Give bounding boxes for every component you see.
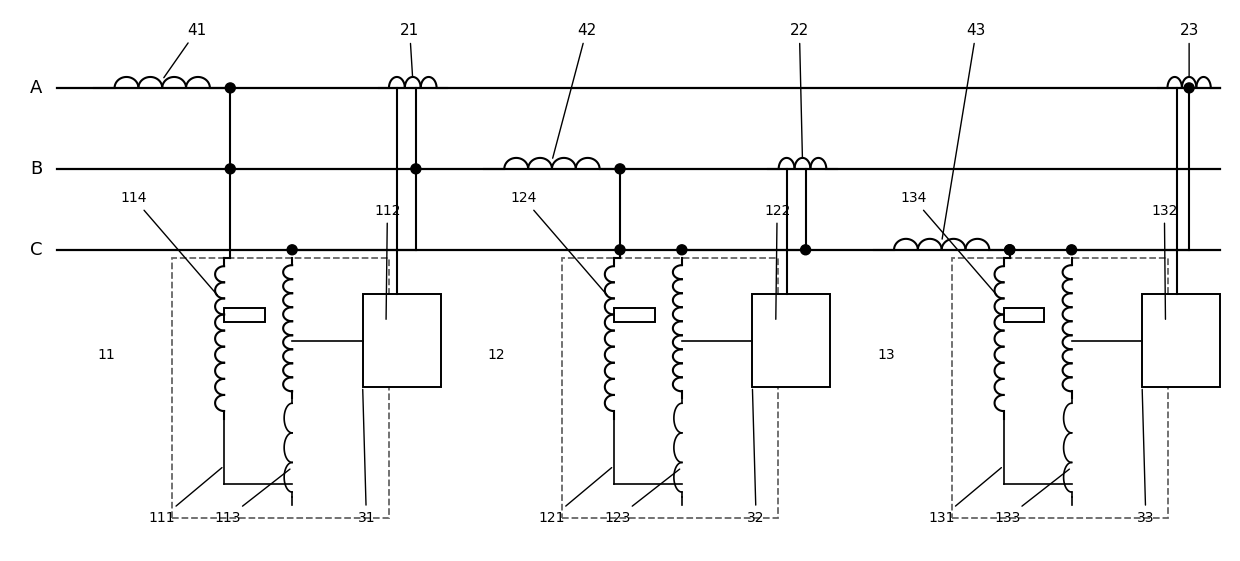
Circle shape	[1004, 245, 1014, 255]
Text: 134: 134	[900, 191, 997, 295]
Circle shape	[801, 245, 811, 255]
Text: 32: 32	[748, 389, 765, 525]
Circle shape	[1004, 245, 1014, 255]
Circle shape	[226, 164, 236, 174]
Text: 111: 111	[149, 468, 222, 525]
Text: 122: 122	[764, 204, 790, 319]
Text: 124: 124	[511, 191, 608, 295]
Text: 131: 131	[929, 468, 1002, 525]
Text: 113: 113	[215, 469, 290, 525]
Text: 114: 114	[120, 191, 217, 295]
Text: 121: 121	[538, 468, 611, 525]
Text: 123: 123	[604, 469, 680, 525]
Circle shape	[615, 164, 625, 174]
Circle shape	[288, 245, 298, 255]
Text: 43: 43	[942, 23, 986, 239]
Circle shape	[1184, 83, 1194, 93]
Bar	[562, 258, 779, 518]
Text: 33: 33	[1137, 389, 1154, 525]
Circle shape	[615, 245, 625, 255]
Text: 12: 12	[487, 348, 505, 362]
Text: 23: 23	[1179, 23, 1199, 77]
Bar	[172, 258, 388, 518]
Bar	[362, 295, 440, 387]
Bar	[753, 295, 831, 387]
Text: 31: 31	[357, 389, 376, 525]
Text: 22: 22	[790, 23, 808, 158]
Text: 42: 42	[553, 23, 596, 158]
Circle shape	[226, 83, 236, 93]
Text: 112: 112	[374, 204, 401, 319]
Circle shape	[410, 164, 420, 174]
Bar	[1142, 295, 1220, 387]
Text: 11: 11	[98, 348, 115, 362]
Text: 132: 132	[1151, 204, 1178, 319]
Text: A: A	[30, 79, 42, 97]
Bar	[614, 309, 655, 323]
Text: 21: 21	[401, 23, 419, 77]
Bar	[224, 309, 265, 323]
Text: B: B	[30, 160, 42, 178]
Text: C: C	[30, 241, 42, 259]
Bar	[951, 258, 1168, 518]
Text: 133: 133	[994, 469, 1069, 525]
Circle shape	[1066, 245, 1076, 255]
Text: 41: 41	[164, 23, 207, 77]
Bar	[1003, 309, 1044, 323]
Circle shape	[677, 245, 687, 255]
Text: 13: 13	[877, 348, 895, 362]
